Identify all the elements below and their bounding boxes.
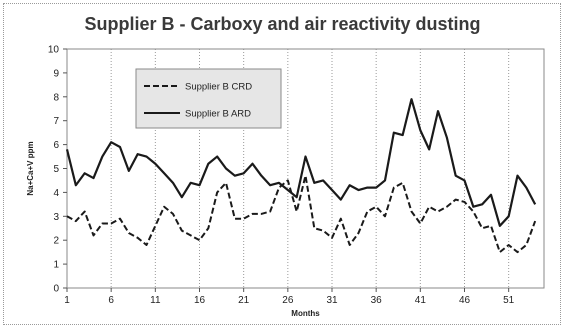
series-line-crd <box>66 174 537 254</box>
x-tick-label: 16 <box>194 295 206 306</box>
y-tick-label: 0 <box>53 284 59 295</box>
x-tick-label: 11 <box>150 295 161 306</box>
x-tick-label: 26 <box>282 295 294 306</box>
x-axis-label: Months <box>291 309 320 318</box>
chart-title: Supplier B - Carboxy and air reactivity … <box>84 14 481 34</box>
x-tick-label: 1 <box>64 295 70 306</box>
x-tick-label: 6 <box>108 295 114 306</box>
y-tick-label: 4 <box>53 188 59 199</box>
x-tick-label: 31 <box>326 295 338 306</box>
y-tick-label: 5 <box>53 164 59 175</box>
series-line-ard <box>65 98 537 227</box>
x-tick-label: 51 <box>503 295 515 306</box>
legend-box <box>135 68 282 129</box>
x-tick-label: 21 <box>238 295 250 306</box>
x-tick-label: 46 <box>459 295 471 306</box>
y-axis-label: Na+Ca+V ppm <box>26 141 35 195</box>
y-tick-label: 9 <box>53 68 59 79</box>
y-tick-label: 1 <box>53 260 59 271</box>
y-tick-label: 3 <box>53 212 59 223</box>
y-tick-label: 7 <box>53 116 59 127</box>
y-tick-label: 10 <box>48 45 60 56</box>
y-tick-label: 2 <box>53 236 59 247</box>
chart-frame <box>3 3 561 325</box>
legend-label-ard: Supplier B ARD <box>185 109 251 120</box>
y-tick-label: 6 <box>53 140 59 151</box>
y-tick-label: 8 <box>53 92 59 103</box>
legend: Supplier B CRD Supplier B ARD <box>135 68 282 129</box>
x-tick-label: 36 <box>371 295 383 306</box>
x-tick-label: 41 <box>415 295 427 306</box>
legend-label-crd: Supplier B CRD <box>185 82 252 93</box>
